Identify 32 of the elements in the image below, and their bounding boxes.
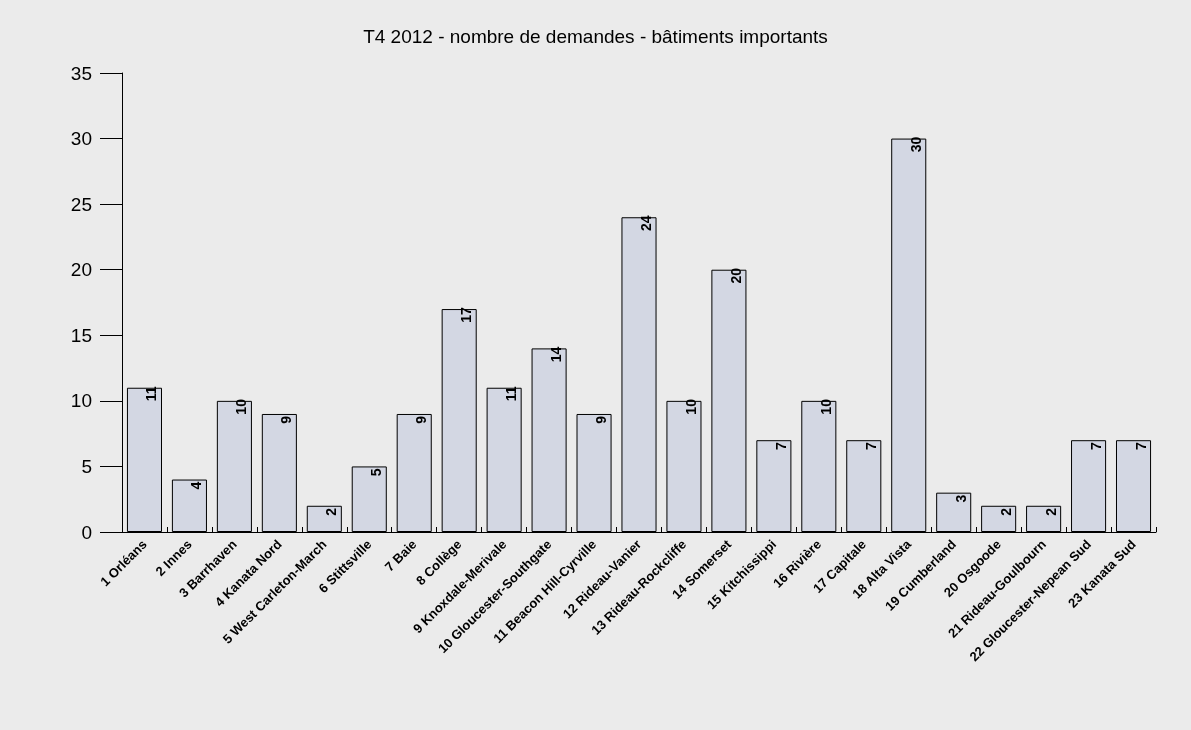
data-label: 20 [727, 267, 744, 284]
y-tick-label: 0 [81, 521, 92, 543]
data-label: 10 [233, 398, 250, 415]
data-label: 11 [143, 386, 160, 402]
data-label: 10 [682, 398, 699, 415]
data-label: 7 [862, 442, 879, 451]
data-label: 5 [368, 468, 385, 477]
y-tick-label: 15 [70, 324, 92, 346]
y-tick-label: 20 [70, 259, 92, 281]
data-label: 2 [323, 507, 340, 516]
chart-title: T4 2012 - nombre de demandes - bâtiments importants [363, 26, 828, 47]
data-label: 11 [503, 386, 520, 402]
y-tick-label: 10 [70, 390, 92, 412]
data-label: 9 [413, 415, 430, 424]
data-label: 14 [548, 346, 565, 363]
data-label: 2 [1042, 507, 1059, 516]
data-label: 3 [952, 494, 969, 503]
data-label: 7 [1087, 442, 1104, 451]
data-label: 24 [638, 215, 654, 232]
data-label: 7 [772, 442, 789, 451]
data-label: 30 [907, 136, 924, 153]
data-label: 4 [188, 481, 205, 490]
data-label: 17 [458, 307, 475, 323]
data-label: 2 [997, 507, 1014, 516]
y-tick-label: 30 [70, 128, 92, 150]
y-tick-label: 25 [70, 193, 92, 215]
data-label: 10 [817, 398, 834, 415]
y-tick-label: 35 [70, 62, 92, 84]
data-label: 9 [593, 415, 610, 424]
data-label: 9 [278, 415, 295, 424]
y-tick-label: 5 [81, 455, 92, 477]
data-label: 7 [1132, 442, 1149, 451]
